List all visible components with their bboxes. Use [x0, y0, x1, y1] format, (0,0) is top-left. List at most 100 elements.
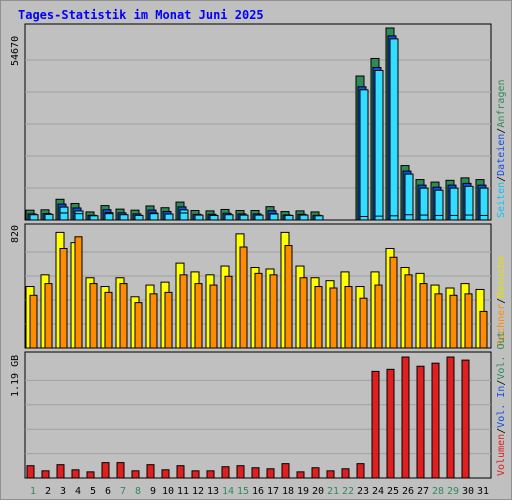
- bar-pages-day-8: [134, 214, 144, 221]
- bottom-panel: [24, 351, 492, 479]
- day-label: 1: [30, 486, 36, 497]
- bar-volume-day-6: [101, 462, 110, 479]
- bar-sites-day-12: [194, 283, 203, 349]
- day-label: 9: [150, 486, 156, 497]
- day-label: 22: [342, 486, 354, 497]
- bar-sites-day-13: [209, 284, 218, 349]
- bar-sites-day-16: [254, 272, 263, 349]
- bar-pages-day-4: [74, 213, 84, 221]
- day-label: 2: [45, 486, 51, 497]
- bar-volume-day-29: [446, 356, 455, 479]
- bar-files-front-day-25: [389, 38, 399, 221]
- day-label: 21: [327, 486, 339, 497]
- day-label: 7: [120, 486, 126, 497]
- legend-hits: Anfragen: [496, 79, 507, 127]
- bar-volume-day-16: [251, 467, 260, 479]
- bottom-side-legend-text: Volumen/Vol. In/Vol. Out: [496, 331, 507, 476]
- bar-sites-day-26: [404, 274, 413, 349]
- legend-volout: Vol. Out: [496, 331, 507, 379]
- legend-volume: Volumen: [496, 434, 507, 476]
- bar-volume-day-10: [161, 469, 170, 479]
- bar-files-front-day-26: [404, 173, 414, 221]
- bar-pages-day-11: [179, 212, 189, 221]
- middle-side-legend-text: Rechner/Besuche: [496, 256, 507, 346]
- day-label: 8: [135, 486, 141, 497]
- day-label: 10: [162, 486, 174, 497]
- legend-volin: Vol. In: [496, 386, 507, 428]
- bar-volume-day-2: [41, 470, 50, 479]
- bottom-side-legend: Volumen/Vol. In/Vol. Out: [496, 331, 507, 476]
- bar-pages-day-25: [389, 215, 399, 221]
- bar-sites-day-2: [44, 283, 53, 349]
- day-label: 16: [252, 486, 264, 497]
- top-side-legend-text: Seiten/Dateien/Anfragen: [496, 79, 507, 218]
- bar-sites-day-29: [449, 294, 458, 349]
- bar-sites-day-11: [179, 274, 188, 349]
- bar-sites-day-31: [479, 310, 488, 349]
- bar-pages-day-18: [284, 214, 294, 221]
- day-label: 5: [90, 486, 96, 497]
- bar-sites-day-27: [419, 283, 428, 349]
- bar-volume-day-26: [401, 356, 410, 479]
- bar-sites-day-1: [29, 294, 38, 349]
- bar-sites-day-20: [314, 286, 323, 349]
- day-label: 4: [75, 486, 81, 497]
- bar-volume-day-17: [266, 468, 275, 479]
- bar-pages-day-31: [479, 214, 489, 221]
- legend-pages: Seiten: [496, 182, 507, 218]
- bar-volume-day-20: [311, 467, 320, 479]
- bar-volume-day-13: [206, 470, 215, 479]
- bottom-ymax-label: 1.19 GB: [10, 355, 21, 397]
- bar-pages-day-16: [254, 214, 264, 221]
- bar-volume-day-22: [341, 468, 350, 479]
- chart-title: Tages-Statistik im Monat Juni 2025: [18, 8, 264, 22]
- bar-pages-day-6: [104, 213, 114, 221]
- bar-pages-day-19: [299, 214, 309, 221]
- bar-volume-day-30: [461, 359, 470, 479]
- day-axis: 1 2 3 4 5 6 7 8 9 10 11 12 13 14 15 16 17 18 19 20 21 22 23 24 2…: [30, 486, 489, 497]
- bar-pages-day-24: [374, 215, 384, 221]
- bar-sites-day-15: [239, 246, 248, 349]
- bar-sites-day-25: [389, 256, 398, 349]
- bar-volume-day-7: [116, 462, 125, 479]
- bar-sites-day-3: [59, 247, 68, 349]
- day-label: 29: [447, 486, 459, 497]
- day-label: 25: [387, 486, 399, 497]
- day-label: 30: [462, 486, 474, 497]
- bar-sites-day-23: [359, 297, 368, 349]
- top-ymax-label: 54670: [10, 36, 21, 66]
- day-label: 14: [222, 486, 234, 497]
- bar-sites-day-8: [134, 302, 143, 349]
- day-label: 6: [105, 486, 111, 497]
- day-label: 12: [192, 486, 204, 497]
- bar-layer: [25, 27, 489, 479]
- bar-files-front-day-24: [374, 69, 384, 221]
- day-label: 26: [402, 486, 414, 497]
- bar-sites-day-17: [269, 274, 278, 349]
- bar-sites-day-21: [329, 287, 338, 349]
- bar-volume-day-21: [326, 470, 335, 479]
- bar-sites-day-10: [164, 291, 173, 349]
- bar-volume-day-24: [371, 370, 380, 479]
- bar-pages-day-2: [44, 213, 54, 221]
- bar-sites-day-5: [89, 283, 98, 349]
- bar-volume-day-8: [131, 470, 140, 479]
- bar-volume-day-27: [416, 365, 425, 479]
- day-label: 28: [432, 486, 444, 497]
- bar-pages-day-1: [29, 214, 39, 221]
- day-label: 17: [267, 486, 279, 497]
- legend-visits: Besuche: [496, 256, 507, 298]
- day-label: 19: [297, 486, 309, 497]
- middle-side-legend: Rechner/Besuche: [496, 256, 507, 346]
- bar-pages-day-3: [59, 212, 69, 221]
- bar-volume-day-15: [236, 465, 245, 479]
- bar-pages-day-23: [359, 215, 369, 221]
- bar-sites-day-14: [224, 275, 233, 349]
- bar-pages-day-9: [149, 213, 159, 221]
- bar-sites-day-19: [299, 277, 308, 349]
- bar-pages-day-15: [239, 214, 249, 221]
- day-label: 31: [477, 486, 489, 497]
- bar-sites-day-9: [149, 293, 158, 349]
- bar-volume-day-9: [146, 464, 155, 479]
